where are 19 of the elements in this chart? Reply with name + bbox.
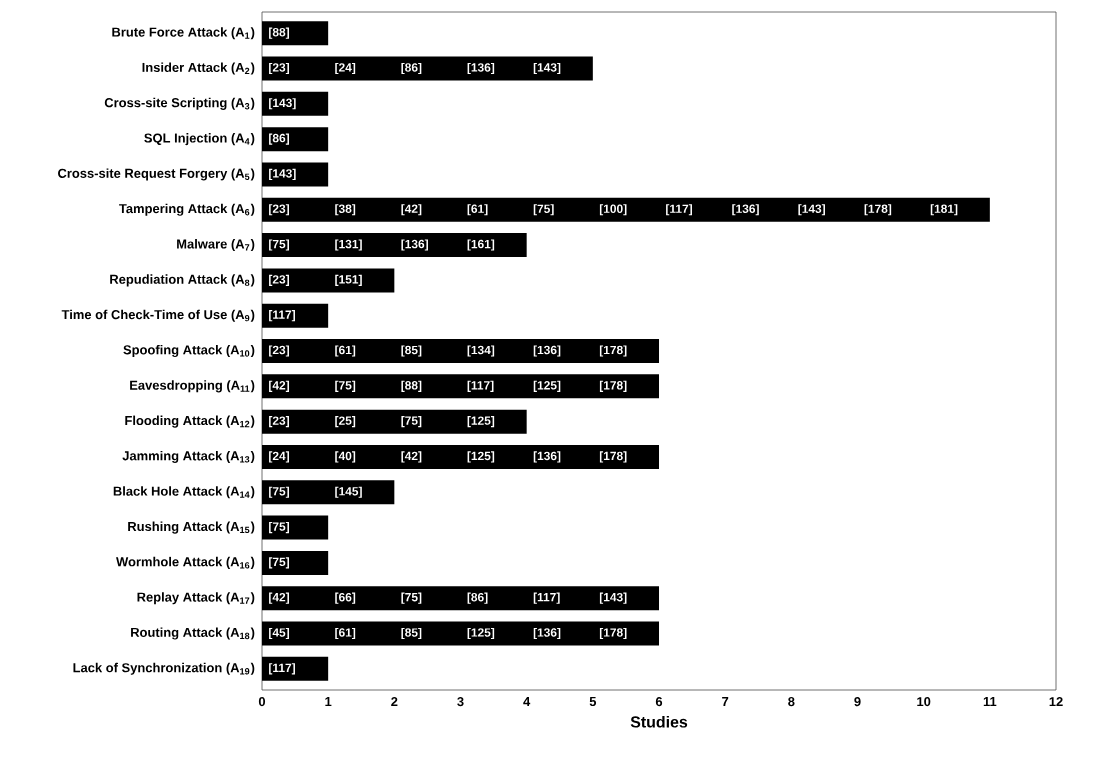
bar bbox=[262, 444, 660, 469]
bar bbox=[262, 409, 527, 434]
bar bbox=[262, 586, 660, 611]
bar bbox=[262, 127, 329, 152]
bar bbox=[262, 197, 990, 222]
bar bbox=[262, 56, 593, 81]
bar bbox=[262, 550, 329, 575]
bar bbox=[262, 91, 329, 116]
bar bbox=[262, 374, 660, 399]
bar bbox=[262, 162, 329, 187]
bar bbox=[262, 480, 395, 505]
bar bbox=[262, 21, 329, 46]
bar bbox=[262, 303, 329, 328]
bar bbox=[262, 233, 527, 258]
bar bbox=[262, 339, 660, 364]
bar bbox=[262, 268, 395, 293]
bar bbox=[262, 621, 660, 646]
bar bbox=[262, 656, 329, 681]
bar bbox=[262, 515, 329, 540]
